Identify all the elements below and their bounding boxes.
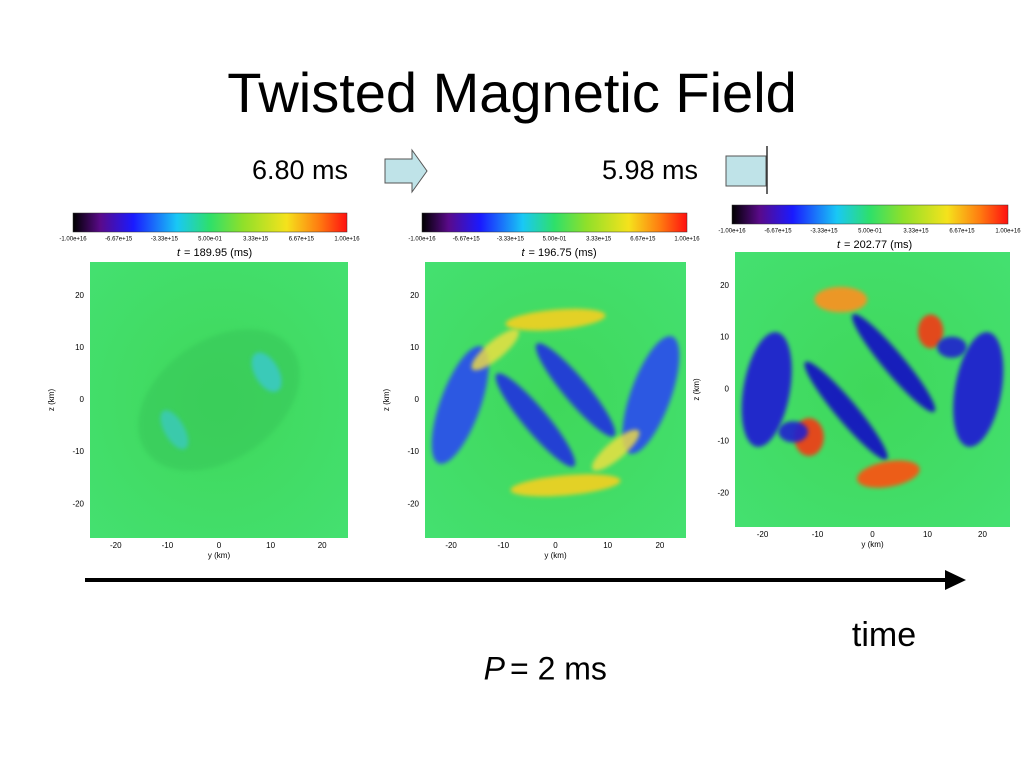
y-axis-label: z (km) (692, 378, 701, 401)
field-region (937, 336, 967, 358)
arrow-head (945, 570, 966, 590)
x-tick-label: 20 (978, 530, 987, 539)
field-region (431, 346, 489, 464)
field-region (778, 421, 808, 443)
field-region (591, 429, 640, 471)
field-region (471, 329, 520, 371)
colorbar-label: -1.00e+16 (408, 237, 436, 243)
colorbar (72, 212, 348, 233)
colorbar-label: -1.00e+16 (718, 229, 746, 235)
y-tick-label: 20 (410, 291, 419, 300)
y-tick-label: 10 (410, 343, 419, 352)
colorbar-label: -1.00e+16 (59, 237, 87, 243)
x-tick-label: -20 (110, 541, 122, 550)
field-region (251, 352, 282, 393)
colorbar-label: 1.00e+16 (674, 237, 700, 243)
field-region (495, 373, 576, 467)
colorbar-label: 1.00e+16 (334, 237, 360, 243)
y-tick-label: 20 (75, 291, 84, 300)
field-region (622, 336, 680, 454)
colorbar-label: -3.33e+15 (497, 237, 525, 243)
arrow-icon (384, 148, 428, 194)
x-tick-label: -10 (162, 541, 174, 550)
field-region (510, 474, 621, 497)
colorbar-label: 3.33e+15 (243, 237, 269, 243)
colorbar-label: 5.00e-01 (858, 229, 882, 235)
y-axis-label: z (km) (382, 389, 391, 412)
y-tick-label: -20 (407, 499, 419, 508)
y-tick-label: 0 (725, 385, 730, 394)
x-axis-label: y (km) (208, 551, 231, 560)
field-plot: -1.00e+16 -6.67e+15 -3.33e+15 5.00e-01 3.33e… (692, 204, 1021, 549)
time-stamp: = 196.75 (ms) (529, 247, 597, 259)
x-tick-label: 0 (553, 541, 558, 550)
field-region (741, 332, 792, 447)
field-region (953, 332, 1004, 447)
y-tick-label: -20 (72, 499, 84, 508)
t-symbol: t (837, 239, 841, 251)
field-plot: -1.00e+16 -6.67e+15 -3.33e+15 5.00e-01 3.33e… (47, 212, 360, 560)
slide-title: Twisted Magnetic Field (227, 61, 797, 124)
x-tick-label: 20 (655, 541, 664, 550)
period-symbol: P (484, 650, 506, 686)
x-tick-label: -10 (498, 541, 510, 550)
t-symbol: t (177, 247, 181, 259)
field-region (814, 286, 868, 313)
panels: -1.00e+16 -6.67e+15 -3.33e+15 5.00e-01 3.33e… (47, 204, 1021, 560)
colorbar-label: 5.00e-01 (198, 237, 222, 243)
period-text: = 2 ms (510, 650, 607, 686)
y-axis-label: z (km) (47, 389, 56, 412)
x-tick-label: 20 (318, 541, 327, 550)
axis-label: time (852, 616, 916, 654)
colorbar-label: 3.33e+15 (586, 237, 612, 243)
y-tick-label: -10 (72, 447, 84, 456)
x-tick-label: 10 (923, 530, 932, 539)
x-axis-label: y (km) (861, 540, 884, 549)
colorbar-label: -3.33e+15 (810, 229, 838, 235)
y-tick-label: -10 (717, 436, 729, 445)
field-plot: -1.00e+16 -6.67e+15 -3.33e+15 5.00e-01 3.33e… (382, 212, 700, 560)
time-label: 5.98 ms (602, 155, 698, 185)
x-axis-label: y (km) (544, 551, 567, 560)
field-region (535, 343, 616, 437)
x-tick-label: 10 (603, 541, 612, 550)
x-tick-label: -10 (812, 530, 824, 539)
field-region (857, 460, 920, 488)
field-region (917, 314, 944, 349)
colorbar (731, 204, 1009, 225)
time-stamp: = 202.77 (ms) (844, 239, 912, 251)
t-symbol: t (521, 247, 525, 259)
x-tick-label: -20 (445, 541, 457, 550)
y-tick-label: 0 (80, 395, 85, 404)
colorbar-label: 3.33e+15 (903, 229, 929, 235)
y-tick-label: -10 (407, 447, 419, 456)
y-tick-label: 10 (75, 343, 84, 352)
y-tick-label: 10 (720, 333, 729, 342)
colorbar-label: -6.67e+15 (764, 229, 792, 235)
x-tick-label: 10 (266, 541, 275, 550)
colorbar-label: -6.67e+15 (105, 237, 133, 243)
colorbar-label: 5.00e-01 (543, 237, 567, 243)
field-region (804, 361, 888, 460)
colorbar-label: 6.67e+15 (630, 237, 656, 243)
y-tick-label: 20 (720, 281, 729, 290)
field-region (160, 410, 189, 450)
colorbar-label: 6.67e+15 (289, 237, 315, 243)
time-stamp: = 189.95 (ms) (184, 247, 252, 259)
y-tick-label: -20 (717, 488, 729, 497)
colorbar (421, 212, 688, 233)
colorbar-label: 6.67e+15 (949, 229, 975, 235)
field-region (505, 308, 606, 331)
colorbar-label: -6.67e+15 (453, 237, 481, 243)
colorbar-label: -3.33e+15 (151, 237, 179, 243)
time-label: 6.80 ms (252, 155, 348, 185)
field-region (852, 313, 936, 413)
x-tick-label: -20 (757, 530, 769, 539)
x-tick-label: 0 (870, 530, 875, 539)
y-tick-label: 0 (415, 395, 420, 404)
block-icon (725, 155, 767, 187)
colorbar-label: 1.00e+16 (995, 229, 1021, 235)
x-tick-label: 0 (217, 541, 222, 550)
